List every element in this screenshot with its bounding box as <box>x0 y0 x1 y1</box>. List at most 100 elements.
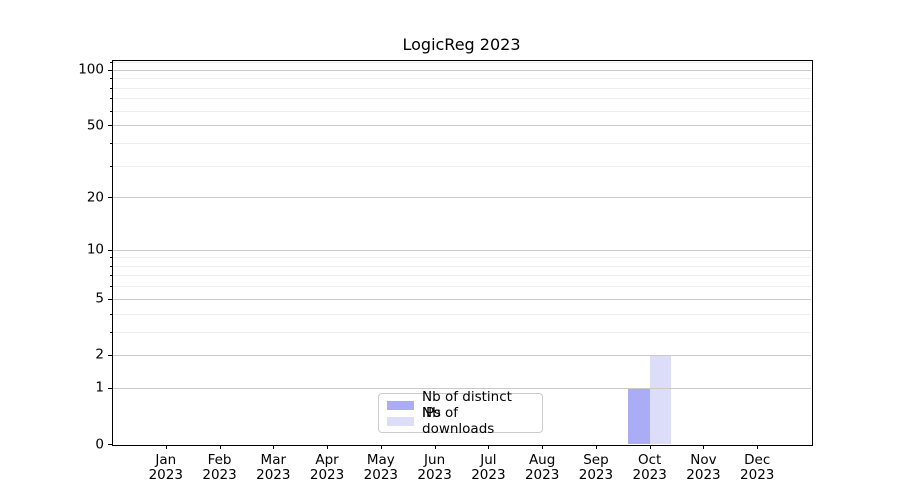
y-tick <box>108 69 112 71</box>
y-gridline <box>113 197 811 199</box>
x-tick-label-jan: Jan 2023 <box>149 453 183 483</box>
x-tick-label-may: May 2023 <box>364 453 398 483</box>
y-minor-gridline <box>113 313 811 315</box>
x-tick-year: 2023 <box>202 467 237 483</box>
x-tick-month: Jan <box>155 452 177 468</box>
y-tick-label: 50 <box>86 116 104 133</box>
x-tick-month: Aug <box>528 452 556 468</box>
y-tick <box>108 387 112 389</box>
x-tick <box>757 445 759 449</box>
bar-nb-of-downloads-oct <box>649 354 672 444</box>
legend-label-distinct-ips: Nb of distinct IPs <box>422 389 512 421</box>
x-tick-label-aug: Aug 2023 <box>525 453 559 483</box>
y-tick-label: 5 <box>95 290 104 307</box>
x-tick-month: Mar <box>260 452 287 468</box>
y-minor-tick <box>110 87 112 89</box>
y-tick-label: 0 <box>95 435 104 452</box>
chart-title: LogicReg 2023 <box>402 35 521 54</box>
y-tick-label: 1 <box>95 379 104 396</box>
x-tick-month: Apr <box>315 452 339 468</box>
legend-label-downloads: Nb of downloads <box>422 405 495 437</box>
y-minor-gridline <box>113 257 811 259</box>
y-gridline <box>113 354 811 356</box>
x-tick <box>273 445 275 449</box>
x-tick-label-sep: Sep 2023 <box>579 453 613 483</box>
y-gridline <box>113 125 811 127</box>
y-gridline <box>113 387 811 389</box>
x-tick <box>380 445 382 449</box>
x-tick-year: 2023 <box>632 467 667 483</box>
x-tick <box>542 445 544 449</box>
x-tick-year: 2023 <box>256 467 291 483</box>
legend-item-downloads: Nb of downloads <box>387 405 534 437</box>
x-tick-label-apr: Apr 2023 <box>310 453 344 483</box>
y-minor-gridline <box>113 62 811 64</box>
y-minor-tick <box>110 165 112 167</box>
y-minor-tick <box>110 275 112 277</box>
x-tick-label-dec: Dec 2023 <box>740 453 774 483</box>
y-minor-tick <box>110 78 112 80</box>
y-gridline <box>113 249 811 251</box>
y-tick <box>108 197 112 199</box>
y-minor-gridline <box>113 265 811 267</box>
x-tick-year: 2023 <box>363 467 399 483</box>
y-minor-tick <box>110 62 112 64</box>
x-tick-label-oct: Oct 2023 <box>633 453 667 483</box>
y-minor-tick <box>110 313 112 315</box>
x-tick-label-feb: Feb 2023 <box>202 453 236 483</box>
y-tick-label: 100 <box>78 61 104 78</box>
x-tick <box>649 445 651 449</box>
x-tick-year: 2023 <box>686 467 721 483</box>
y-minor-tick <box>110 142 112 144</box>
y-tick <box>108 298 112 300</box>
x-tick-year: 2023 <box>524 467 560 483</box>
bar-nb-of-distinct-ips-oct <box>628 387 650 444</box>
y-minor-gridline <box>113 142 811 144</box>
x-tick-year: 2023 <box>471 467 506 483</box>
y-gridline <box>113 298 811 300</box>
y-tick <box>108 125 112 127</box>
legend-swatch-distinct-ips <box>387 400 414 410</box>
x-tick-month: Jun <box>424 452 446 468</box>
x-tick-month: Dec <box>744 452 771 468</box>
x-tick-month: Nov <box>690 452 717 468</box>
x-tick-label-jul: Jul 2023 <box>471 453 505 483</box>
y-minor-gridline <box>113 286 811 288</box>
y-minor-gridline <box>113 87 811 89</box>
x-tick-label-jun: Jun 2023 <box>417 453 451 483</box>
y-minor-tick <box>110 331 112 333</box>
x-tick-month: Oct <box>638 452 662 468</box>
x-tick-month: Sep <box>583 452 609 468</box>
y-minor-gridline <box>113 331 811 333</box>
x-tick-month: Feb <box>207 452 232 468</box>
x-tick <box>595 445 597 449</box>
x-tick-year: 2023 <box>148 467 183 483</box>
x-tick <box>488 445 490 449</box>
y-minor-tick <box>110 257 112 259</box>
y-tick-label: 2 <box>95 346 104 363</box>
y-tick <box>108 444 112 445</box>
y-tick <box>108 354 112 356</box>
y-minor-tick <box>110 110 112 112</box>
legend: Nb of distinct IPs Nb of downloads <box>378 389 543 437</box>
x-tick <box>703 445 705 449</box>
x-tick <box>327 445 329 449</box>
legend-swatch-downloads <box>387 416 414 426</box>
plot-area <box>113 61 811 444</box>
y-minor-gridline <box>113 98 811 100</box>
y-tick-label: 20 <box>86 188 104 205</box>
y-minor-gridline <box>113 78 811 80</box>
x-tick-month: Jul <box>480 452 497 468</box>
x-tick-label-mar: Mar 2023 <box>256 453 290 483</box>
y-minor-gridline <box>113 165 811 167</box>
x-tick-year: 2023 <box>417 467 452 483</box>
x-tick-year: 2023 <box>309 467 345 483</box>
y-minor-tick <box>110 286 112 288</box>
y-minor-tick <box>110 265 112 267</box>
y-minor-gridline <box>113 110 811 112</box>
x-tick-label-nov: Nov 2023 <box>686 453 720 483</box>
legend-item-distinct-ips: Nb of distinct IPs <box>387 389 534 421</box>
y-minor-gridline <box>113 275 811 277</box>
y-tick <box>108 249 112 251</box>
